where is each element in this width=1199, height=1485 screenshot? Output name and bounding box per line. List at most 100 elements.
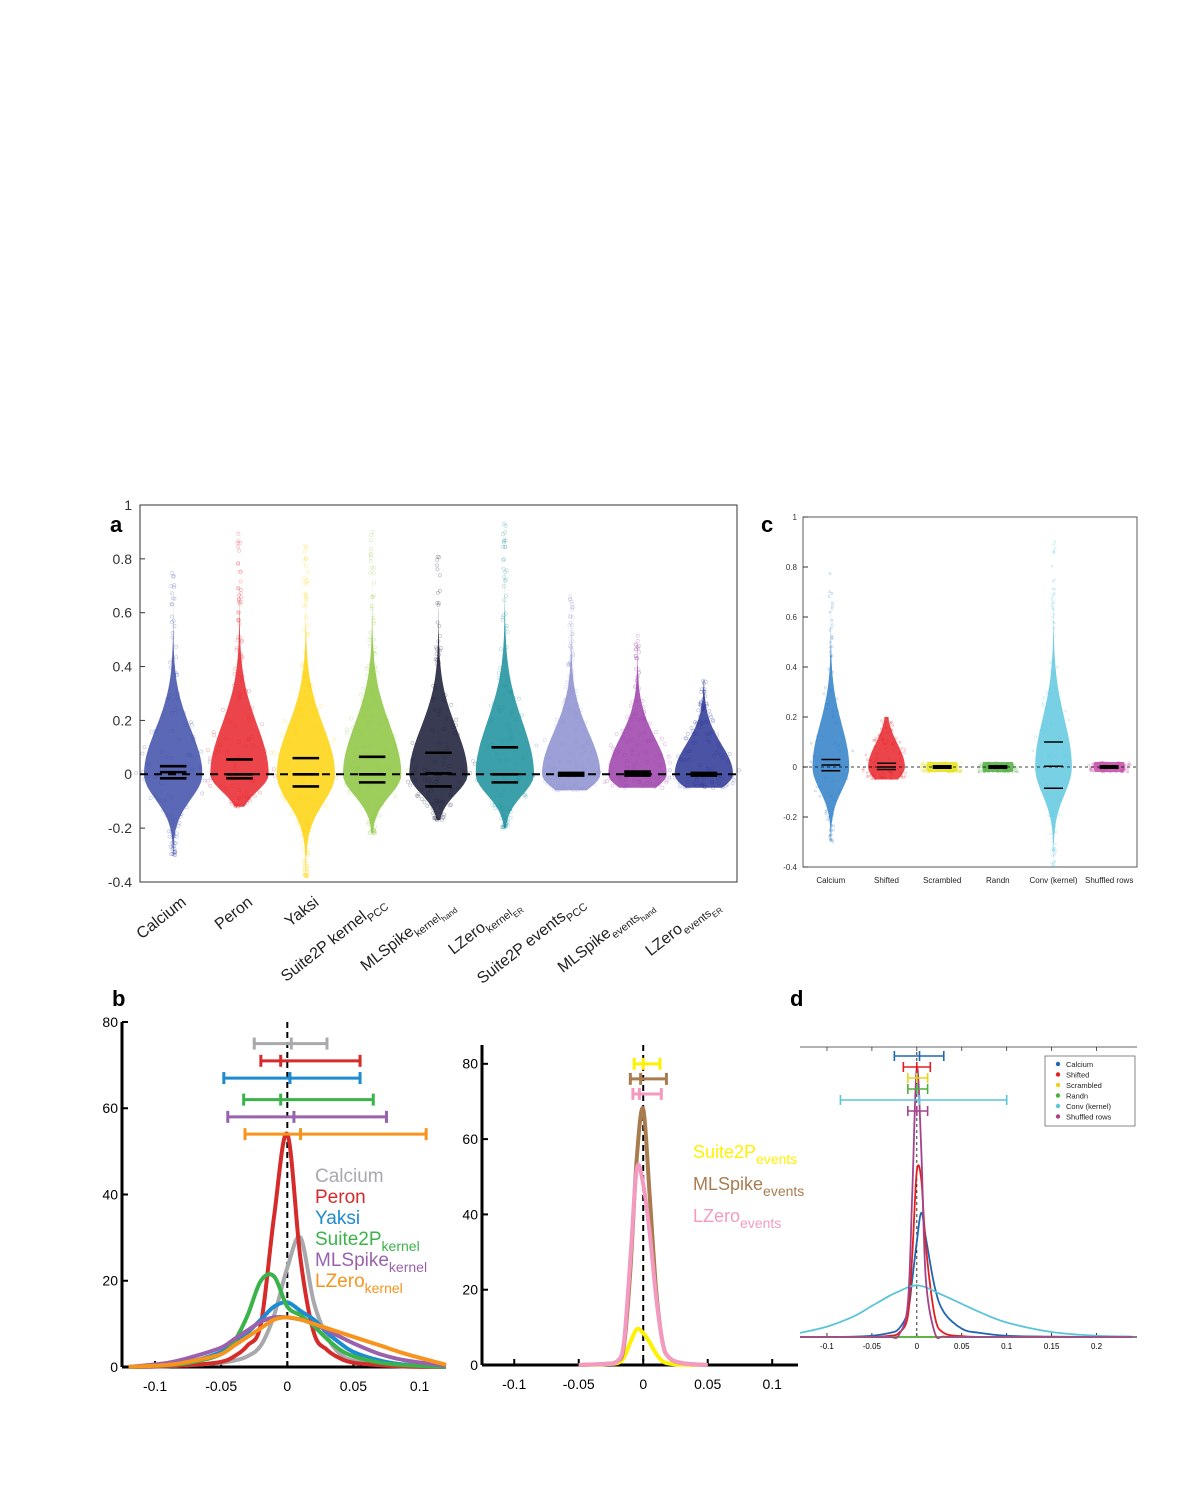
violin-point <box>493 806 498 811</box>
violin-point <box>508 809 513 814</box>
violin-point <box>898 758 902 761</box>
violin-point <box>1009 767 1013 771</box>
violin-point <box>636 717 641 722</box>
violin-point <box>278 753 283 757</box>
y-tick-label: 0.8 <box>786 563 798 572</box>
violin-point <box>568 661 572 666</box>
violin-point <box>634 743 639 748</box>
violin-point <box>582 767 587 772</box>
violin-point <box>437 741 442 746</box>
y-tick-label: -0.4 <box>108 874 132 890</box>
violin-point <box>1101 760 1104 764</box>
violin-point <box>304 579 309 584</box>
category-subscript: PCC <box>564 901 590 925</box>
violin-point <box>947 770 951 773</box>
violin-point <box>168 817 173 822</box>
violin-point <box>837 790 841 794</box>
violin-point <box>1010 769 1014 773</box>
violin-point <box>710 780 715 785</box>
y-tick-label: 0.8 <box>113 551 133 567</box>
violin-point <box>271 767 276 772</box>
violin-point <box>237 622 242 626</box>
violin-point <box>545 782 550 786</box>
violin-point <box>236 600 241 604</box>
violin-point <box>412 771 417 775</box>
errorbar-lzero <box>243 1128 428 1141</box>
violin-point <box>683 758 688 763</box>
violin-point <box>236 586 241 591</box>
violin-point <box>371 593 376 598</box>
violin-point <box>830 634 834 638</box>
violin-point <box>830 794 834 797</box>
violin-point <box>252 794 257 799</box>
violin-point <box>508 807 513 812</box>
violin-point <box>170 657 175 662</box>
violin-point <box>1051 849 1055 853</box>
violin-point <box>948 770 952 773</box>
violin-point <box>1053 851 1057 855</box>
violin-point <box>592 782 597 787</box>
violin-point <box>828 833 832 837</box>
violin-point <box>304 820 309 825</box>
violin-point <box>700 708 705 712</box>
x-category-label: Shuffled rows <box>1085 876 1133 885</box>
violin-point <box>434 651 439 656</box>
violin-point <box>561 719 566 724</box>
violin-point <box>236 610 241 615</box>
violin-point <box>715 732 719 737</box>
violin-point <box>831 779 835 783</box>
violin-point <box>981 769 984 772</box>
violin-point <box>646 739 651 743</box>
violin-point <box>140 751 145 756</box>
violin-point <box>555 788 560 793</box>
violin-point <box>165 697 170 702</box>
violin-point <box>1011 766 1015 770</box>
violin-point <box>304 545 309 550</box>
y-tick-label: 0.4 <box>113 658 133 674</box>
violin-point <box>1050 660 1054 664</box>
violin-point <box>199 749 204 754</box>
violin-point <box>1054 842 1057 846</box>
violin-lzero <box>667 678 741 790</box>
violin-point <box>306 631 311 636</box>
violin-point <box>1051 601 1054 605</box>
violin-point <box>504 645 509 650</box>
violin-point <box>308 688 313 693</box>
violin-point <box>1048 692 1052 695</box>
violin-point <box>299 714 304 719</box>
violin-point <box>367 783 372 788</box>
violin-point <box>829 829 832 832</box>
violin-point <box>500 825 505 830</box>
violin-point <box>235 646 240 650</box>
violin-point <box>313 714 318 718</box>
violin-point <box>368 555 373 560</box>
violin-point <box>172 850 177 855</box>
violin-point <box>306 852 311 857</box>
violin-point <box>372 829 377 834</box>
violin-point <box>369 828 374 833</box>
violin-point <box>824 812 828 816</box>
violin-point <box>641 710 646 714</box>
violin-point <box>373 811 378 816</box>
violin-point <box>875 752 879 756</box>
violin-point <box>1067 718 1071 722</box>
violin-point <box>1100 770 1103 774</box>
legend-marker <box>1055 1093 1061 1098</box>
violin-point <box>687 749 692 754</box>
violin-point <box>369 635 374 640</box>
violin-point <box>570 669 575 673</box>
violin-point <box>694 732 698 737</box>
violin-point <box>571 652 575 656</box>
violin-point <box>978 768 981 772</box>
violin-point <box>574 782 578 787</box>
violin-point <box>306 823 311 828</box>
violin-point <box>1015 770 1018 774</box>
x-tick-label: 0.1 <box>1001 1342 1013 1351</box>
violin-point <box>831 710 835 713</box>
violin-point <box>434 816 439 821</box>
violin-point <box>309 684 314 689</box>
violin-point <box>618 781 623 785</box>
errorbar-shuffled-rows <box>907 1106 929 1116</box>
violin-point <box>406 779 411 784</box>
violin-point <box>503 530 508 535</box>
